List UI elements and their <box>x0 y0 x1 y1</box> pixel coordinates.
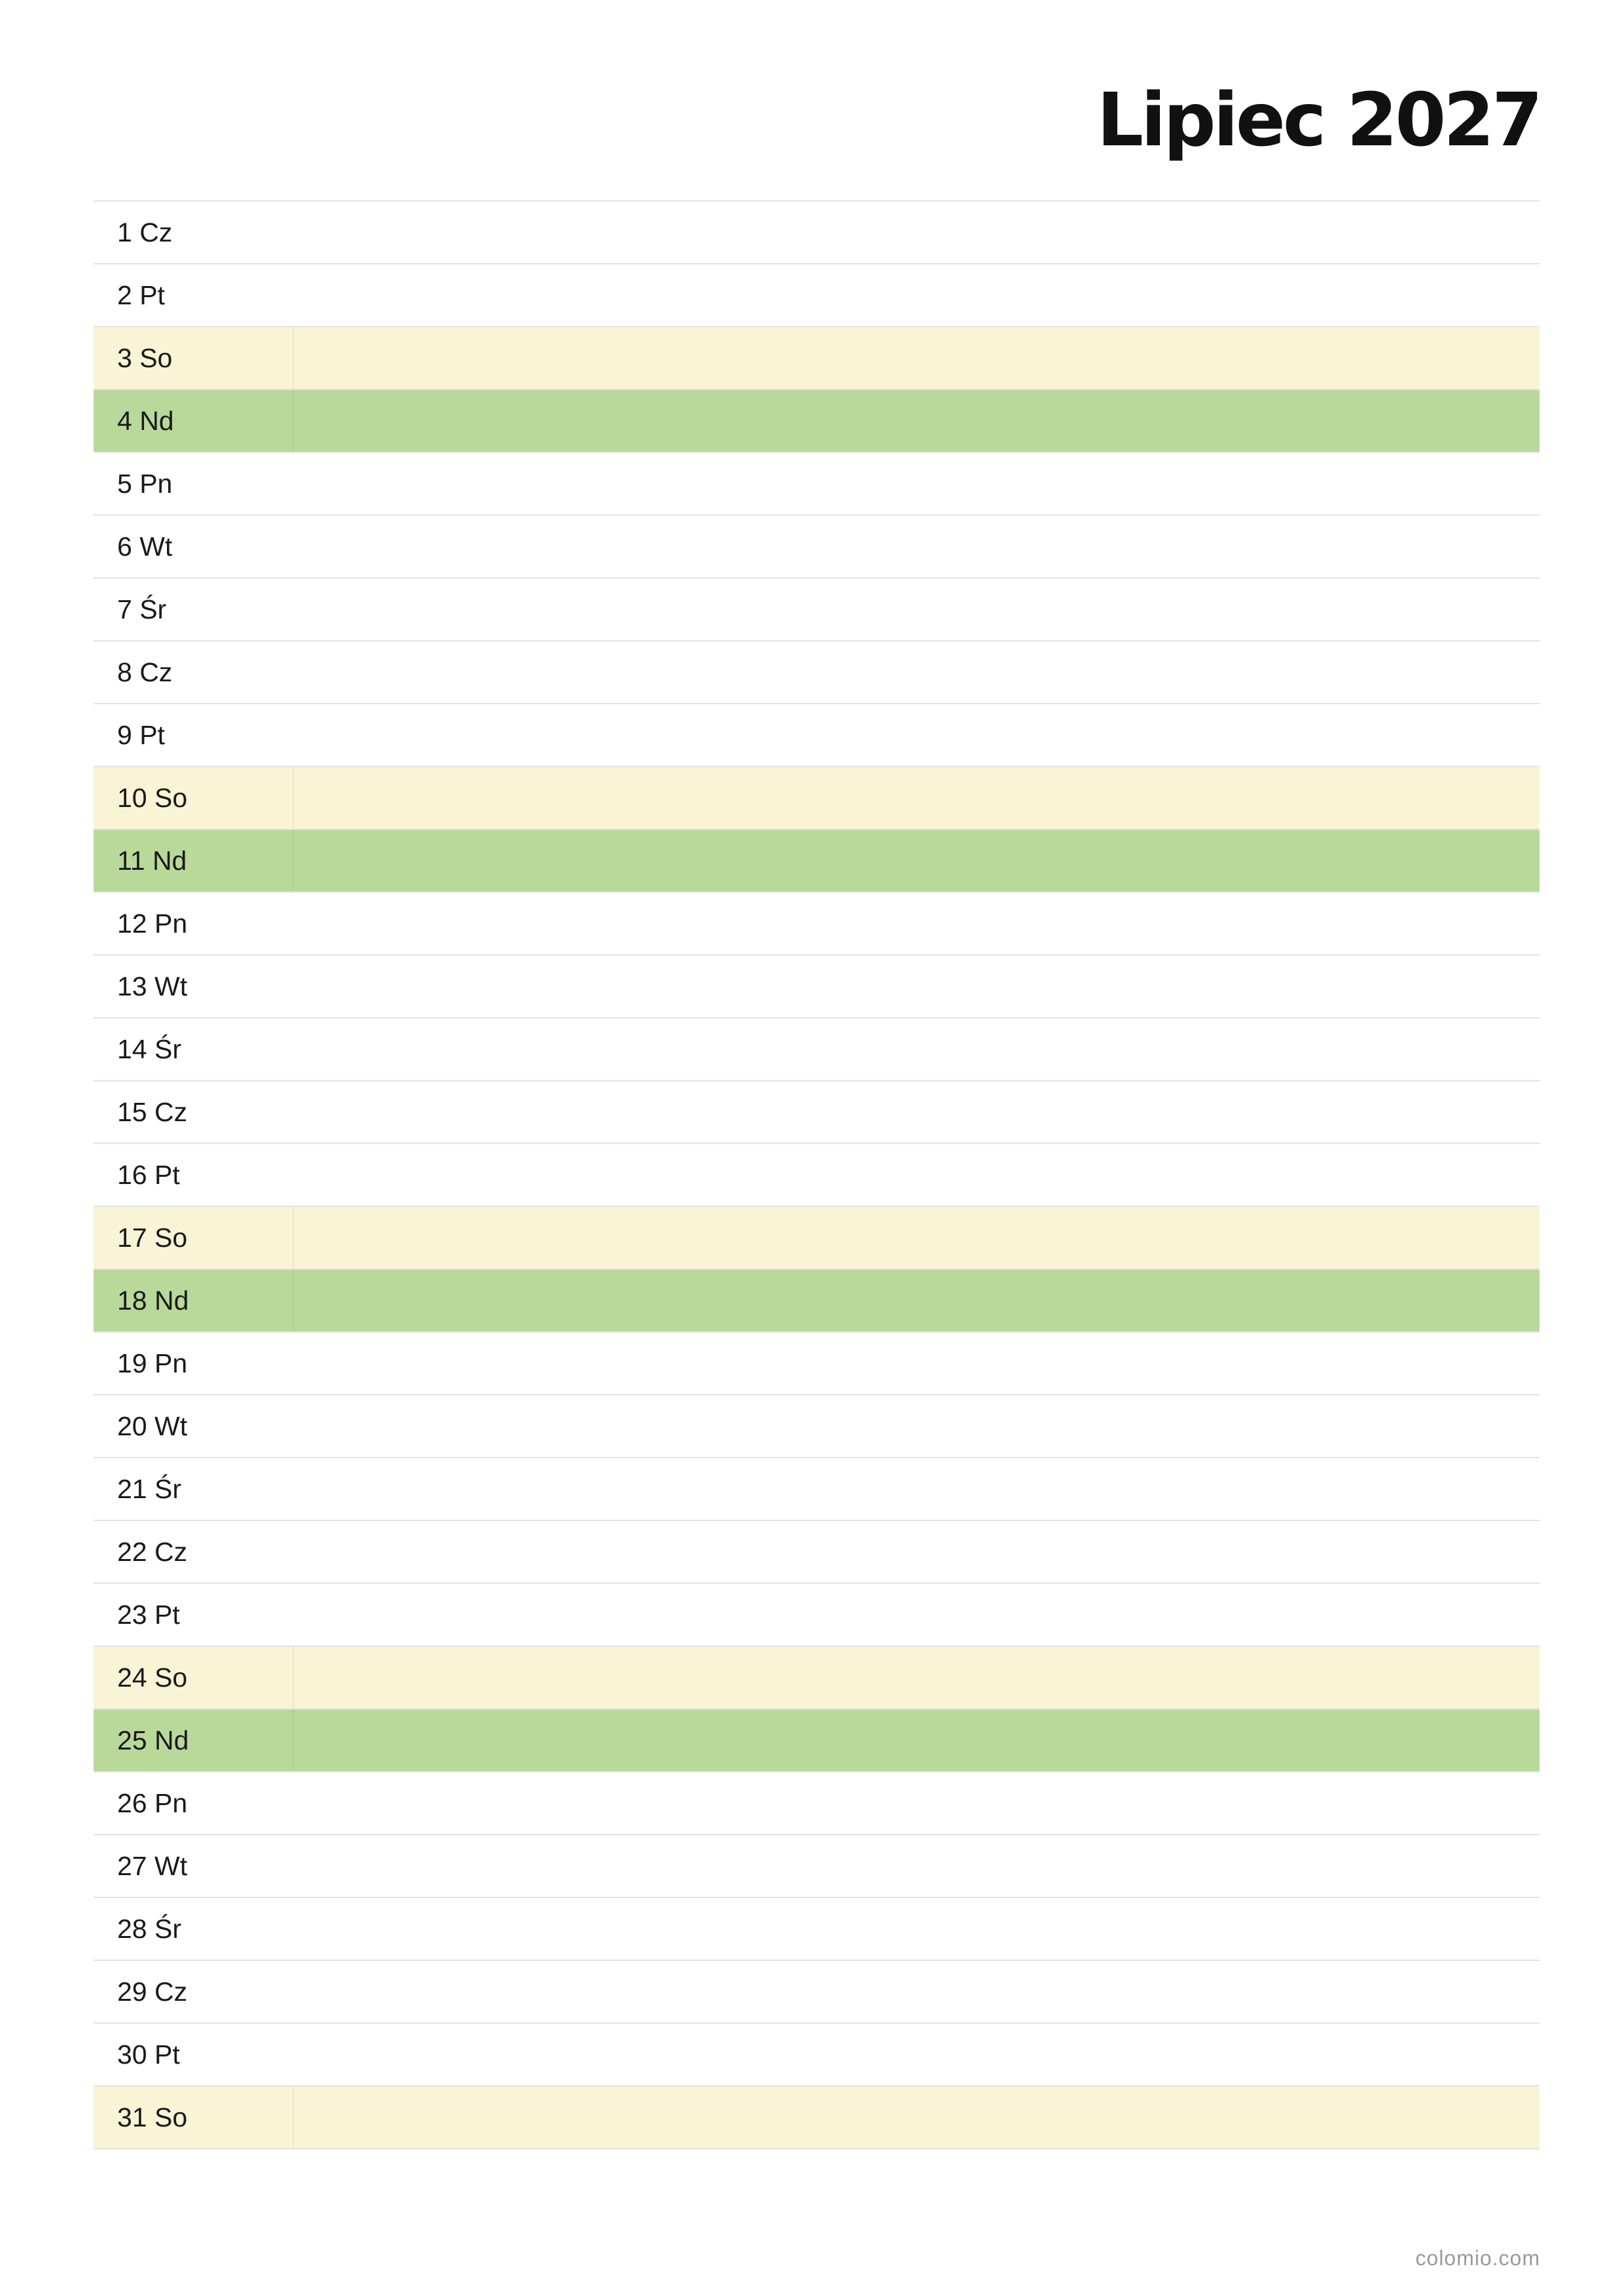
day-label: 24 So <box>94 1647 294 1708</box>
day-note-area <box>295 453 1540 514</box>
day-note-area <box>295 830 1540 891</box>
day-label: 12 Pn <box>117 908 188 939</box>
day-row: 9 Pt <box>94 704 1540 767</box>
day-row: 11 Nd <box>94 830 1540 893</box>
day-label: 31 So <box>94 2087 294 2148</box>
day-label: 16 Pt <box>117 1160 180 1190</box>
day-note-area <box>295 767 1540 829</box>
day-note-area <box>295 1018 1540 1080</box>
day-row: 14 Śr <box>94 1018 1540 1081</box>
day-label: 21 Śr <box>117 1474 181 1504</box>
day-note-area <box>295 1333 1540 1394</box>
day-row: 18 Nd <box>94 1270 1540 1333</box>
day-label: 1 Cz <box>117 217 173 247</box>
day-note-area <box>295 327 1540 389</box>
day-row: 5 Pn <box>94 453 1540 516</box>
day-label: 13 Wt <box>117 971 188 1001</box>
day-label: 22 Cz <box>117 1537 188 1567</box>
day-row: 15 Cz <box>94 1081 1540 1144</box>
day-row: 31 So <box>94 2087 1540 2149</box>
day-note-area <box>295 1710 1540 1771</box>
day-label: 17 So <box>94 1207 294 1268</box>
day-row: 30 Pt <box>94 2024 1540 2087</box>
day-row: 4 Nd <box>94 390 1540 453</box>
day-note-area <box>295 956 1540 1017</box>
day-note-area <box>295 1144 1540 1206</box>
day-row: 25 Nd <box>94 1710 1540 1772</box>
day-row: 17 So <box>94 1207 1540 1270</box>
day-row: 26 Pn <box>94 1772 1540 1835</box>
day-label: 25 Nd <box>94 1710 294 1771</box>
day-row: 24 So <box>94 1647 1540 1710</box>
day-note-area <box>295 390 1540 452</box>
day-row: 28 Śr <box>94 1898 1540 1961</box>
day-label: 18 Nd <box>94 1270 294 1331</box>
day-note-area <box>295 1270 1540 1331</box>
day-note-area <box>295 1898 1540 1960</box>
day-note-area <box>295 579 1540 640</box>
day-note-area <box>295 1584 1540 1645</box>
day-label: 15 Cz <box>117 1097 188 1127</box>
day-row: 22 Cz <box>94 1521 1540 1584</box>
day-label: 27 Wt <box>117 1851 188 1881</box>
day-note-area <box>295 264 1540 326</box>
day-row: 2 Pt <box>94 264 1540 327</box>
day-note-area <box>295 1081 1540 1143</box>
day-row: 1 Cz <box>94 202 1540 264</box>
day-row: 6 Wt <box>94 516 1540 579</box>
day-label: 11 Nd <box>94 830 294 891</box>
day-row: 20 Wt <box>94 1395 1540 1458</box>
day-note-area <box>295 1458 1540 1520</box>
day-label: 26 Pn <box>117 1788 188 1818</box>
day-note-area <box>295 2024 1540 2085</box>
day-label: 6 Wt <box>117 531 173 562</box>
day-label: 14 Śr <box>117 1034 181 1064</box>
day-row: 16 Pt <box>94 1144 1540 1207</box>
month-calendar: 1 Cz 2 Pt 3 So 4 Nd 5 Pn 6 Wt 7 Śr 8 Cz 9 Pt 10 S… <box>94 200 1540 2149</box>
day-label: 2 Pt <box>117 280 165 310</box>
day-note-area <box>295 202 1540 263</box>
day-label: 20 Wt <box>117 1411 188 1441</box>
day-label: 19 Pn <box>117 1348 188 1378</box>
day-row: 13 Wt <box>94 956 1540 1018</box>
day-note-area <box>295 893 1540 954</box>
day-label: 9 Pt <box>117 720 165 750</box>
day-note-area <box>295 1961 1540 2022</box>
day-label: 28 Śr <box>117 1914 181 1944</box>
day-row: 8 Cz <box>94 641 1540 704</box>
day-row: 7 Śr <box>94 579 1540 641</box>
day-note-area <box>295 1521 1540 1583</box>
day-label: 7 Śr <box>117 594 167 624</box>
day-row: 10 So <box>94 767 1540 830</box>
page-title: Lipiec 2027 <box>1096 78 1543 163</box>
footer-brand: colomio.com <box>1415 2246 1540 2270</box>
day-note-area <box>295 1835 1540 1897</box>
day-label: 10 So <box>94 767 294 829</box>
day-label: 8 Cz <box>117 657 173 687</box>
day-label: 23 Pt <box>117 1600 180 1630</box>
day-row: 12 Pn <box>94 893 1540 956</box>
day-label: 5 Pn <box>117 469 173 499</box>
day-row: 3 So <box>94 327 1540 390</box>
day-row: 27 Wt <box>94 1835 1540 1898</box>
day-note-area <box>295 1207 1540 1268</box>
day-note-area <box>295 641 1540 703</box>
day-row: 19 Pn <box>94 1333 1540 1395</box>
day-label: 30 Pt <box>117 2039 180 2070</box>
day-note-area <box>295 1772 1540 1834</box>
day-row: 29 Cz <box>94 1961 1540 2024</box>
day-label: 4 Nd <box>94 390 294 452</box>
day-note-area <box>295 704 1540 766</box>
day-note-area <box>295 516 1540 577</box>
day-label: 29 Cz <box>117 1977 188 2007</box>
day-note-area <box>295 1647 1540 1708</box>
day-label: 3 So <box>94 327 294 389</box>
day-row: 23 Pt <box>94 1584 1540 1647</box>
day-note-area <box>295 2087 1540 2148</box>
day-row: 21 Śr <box>94 1458 1540 1521</box>
day-note-area <box>295 1395 1540 1457</box>
